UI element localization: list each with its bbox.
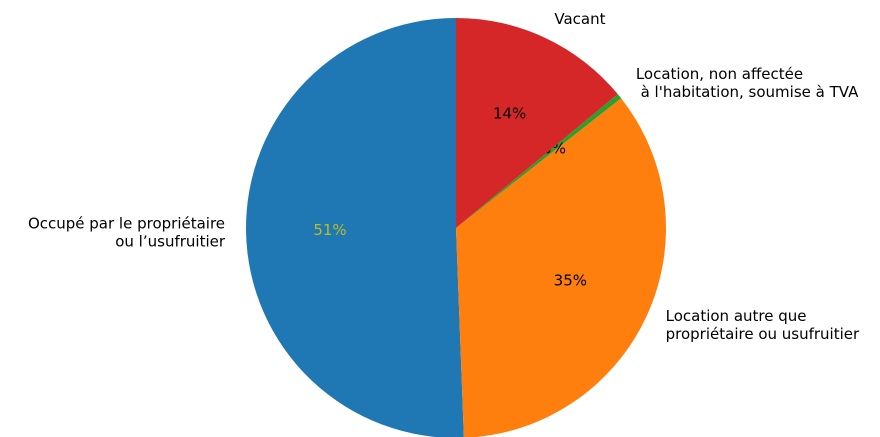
slice-label: Location, non affectée à l'habitation, s…	[636, 65, 859, 101]
value-label: 14%	[493, 104, 526, 122]
pie-slice	[456, 98, 666, 437]
pie-slice	[456, 18, 618, 228]
slice-label: Occupé par le propriétaire ou l’usufruiti…	[28, 214, 226, 250]
pie-slice	[246, 18, 464, 437]
slice-label: Vacant	[554, 9, 605, 27]
value-label: 35%	[554, 271, 587, 289]
pie-slice	[456, 94, 622, 228]
value-label: 51%	[313, 221, 346, 239]
slice-label: Location autre que propriétaire ou usufru…	[666, 307, 860, 343]
